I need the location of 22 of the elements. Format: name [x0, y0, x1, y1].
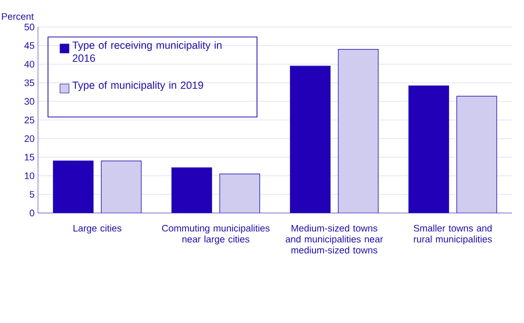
x-tick-label: Smaller towns and rural municipalities — [414, 224, 492, 244]
y-tick-label: 5 — [30, 191, 34, 198]
y-tick-label: 40 — [24, 60, 34, 68]
y-tick-label: 35 — [24, 79, 34, 86]
bar — [408, 85, 450, 213]
y-tick-label: 25 — [24, 116, 34, 124]
x-tick-label: Medium-sized towns and municipalities near medium-sized towns — [286, 224, 383, 254]
y-tick-label: 0 — [30, 210, 34, 216]
legend-label: Type of municipality in 2019 — [72, 81, 204, 91]
y-tick-label: 30 — [24, 98, 34, 105]
bar — [290, 66, 330, 213]
y-tick-label: 15 — [24, 154, 34, 161]
y-tick-label: 10 — [24, 172, 34, 180]
legend-label: Type of receiving municipality in 2016 — [72, 41, 222, 62]
y-tick-label: 20 — [24, 135, 34, 142]
x-tick-label: Large cities — [74, 224, 122, 234]
y-axis-title: Percent — [2, 13, 34, 20]
y-tick-label: 45 — [24, 42, 34, 49]
y-tick-label: 50 — [24, 24, 34, 30]
bar — [172, 168, 212, 213]
x-tick-label: Commuting municipalities near large cities — [162, 224, 270, 244]
bar — [53, 160, 94, 213]
